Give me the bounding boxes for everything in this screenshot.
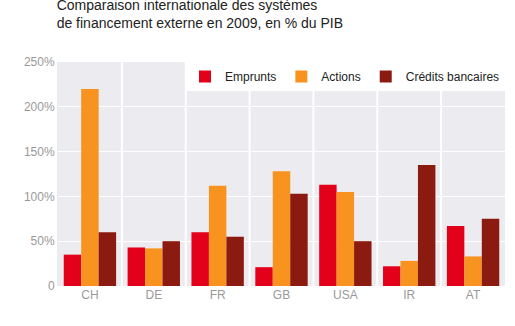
- svg-text:Emprunts: Emprunts: [225, 70, 276, 84]
- svg-text:0: 0: [48, 279, 55, 293]
- svg-text:DE: DE: [145, 288, 162, 302]
- svg-text:150%: 150%: [24, 145, 55, 159]
- svg-text:250%: 250%: [24, 55, 55, 69]
- svg-text:Comparaison internationale des: Comparaison internationale des systèmesd…: [57, 0, 343, 31]
- svg-text:USA: USA: [333, 288, 358, 302]
- svg-text:AT: AT: [466, 288, 481, 302]
- svg-text:200%: 200%: [24, 100, 55, 114]
- svg-text:Actions: Actions: [321, 70, 360, 84]
- svg-text:FR: FR: [210, 288, 226, 302]
- svg-text:50%: 50%: [31, 234, 55, 248]
- svg-text:100%: 100%: [24, 190, 55, 204]
- svg-text:CH: CH: [81, 288, 98, 302]
- svg-text:IR: IR: [403, 288, 415, 302]
- svg-text:Crédits bancaires: Crédits bancaires: [406, 70, 499, 84]
- svg-text:GB: GB: [273, 288, 290, 302]
